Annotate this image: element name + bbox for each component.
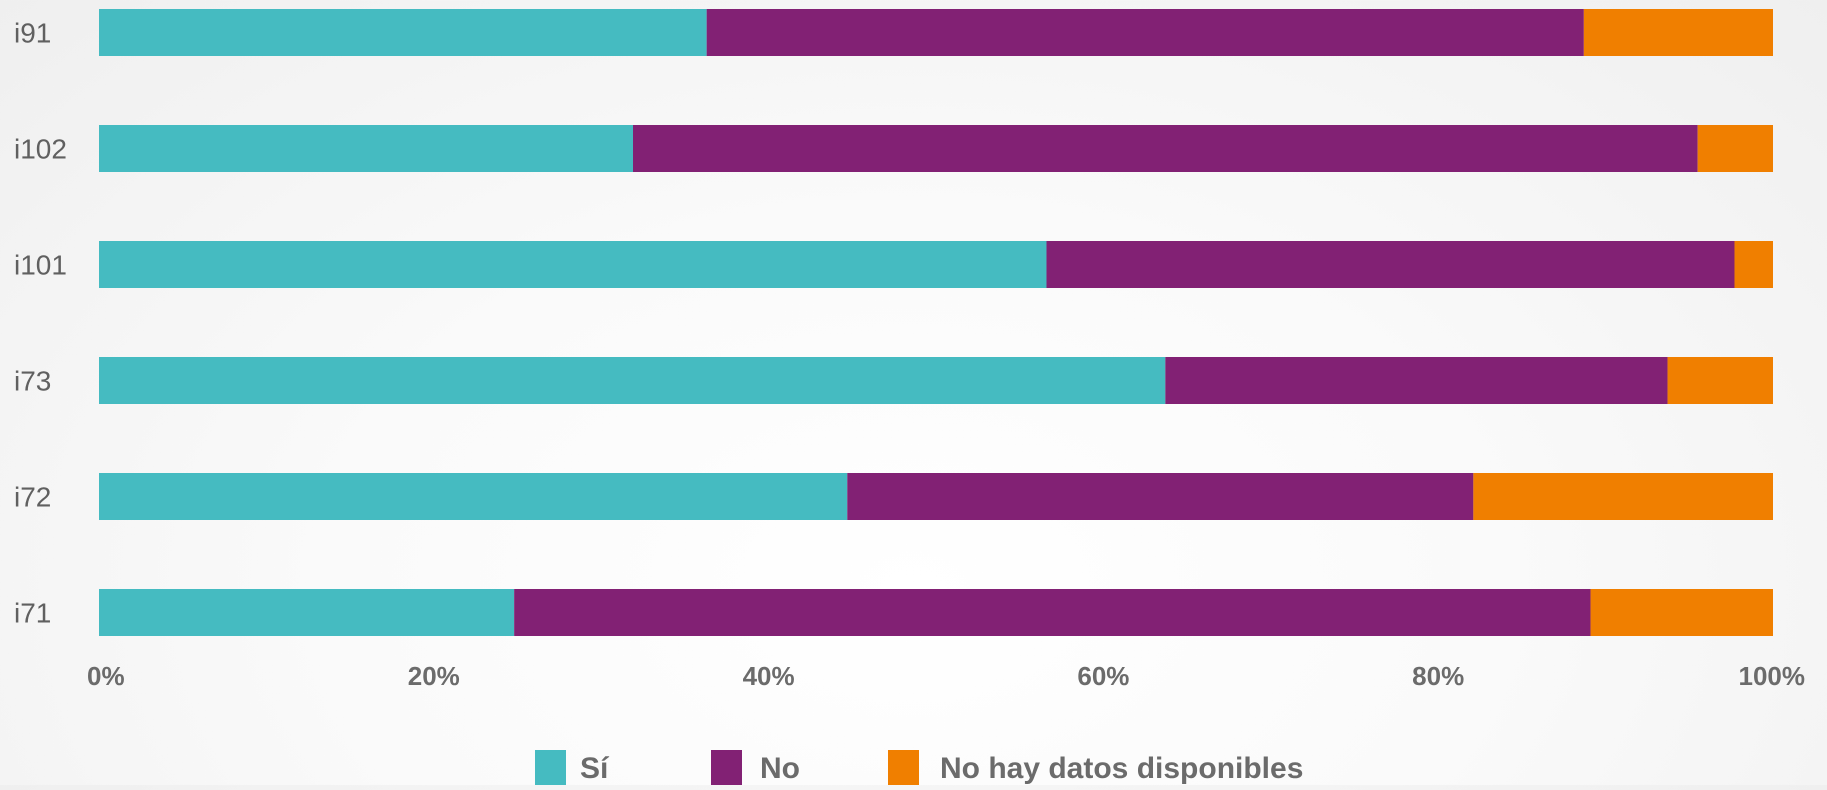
category-labels: i91 i102 i101 i73 i72 i71 — [14, 18, 67, 629]
bar-i91-series-0 — [99, 9, 707, 56]
bar-i102-series-0 — [99, 125, 634, 172]
bar-i73-series-1 — [1165, 357, 1668, 404]
bar-i71-series-0 — [99, 589, 515, 636]
bar-i91-series-2 — [1583, 9, 1773, 56]
legend: Sí No No hay datos disponibles — [535, 750, 1303, 790]
legend-label-0: Sí — [580, 752, 610, 785]
category-label-i71: i71 — [14, 598, 51, 629]
category-label-i91: i91 — [14, 18, 51, 49]
legend-label-2: No hay datos disponibles — [940, 752, 1303, 785]
bar-i72-series-0 — [99, 473, 848, 520]
x-tick-label: 20% — [408, 661, 460, 691]
bar-i72-series-1 — [847, 473, 1474, 520]
x-tick-label: 0% — [87, 661, 125, 691]
x-axis-ticks: 0% 20% 40% 60% 80% 100% — [87, 661, 1805, 691]
category-label-i101: i101 — [14, 250, 67, 281]
bars-layer — [99, 9, 1773, 636]
x-tick-label: 80% — [1412, 661, 1464, 691]
bar-i71-series-2 — [1590, 589, 1773, 636]
category-label-i73: i73 — [14, 366, 51, 397]
bar-i101-series-1 — [1046, 241, 1735, 288]
x-tick-label: 40% — [743, 661, 795, 691]
bar-i71-series-1 — [514, 589, 1591, 636]
bar-i73-series-2 — [1667, 357, 1773, 404]
bar-i101-series-2 — [1734, 241, 1773, 288]
bar-i91-series-1 — [706, 9, 1584, 56]
x-tick-label: 100% — [1739, 661, 1806, 691]
bar-i72-series-2 — [1473, 473, 1773, 520]
x-tick-label: 60% — [1077, 661, 1129, 691]
legend-swatch-2 — [888, 750, 919, 790]
bar-i101-series-0 — [99, 241, 1047, 288]
legend-swatch-0 — [535, 750, 566, 790]
bar-i102-series-2 — [1697, 125, 1773, 172]
bar-i73-series-0 — [99, 357, 1166, 404]
legend-label-1: No — [760, 752, 800, 785]
legend-swatch-1 — [711, 750, 742, 790]
bar-i102-series-1 — [633, 125, 1698, 172]
category-label-i72: i72 — [14, 482, 51, 513]
category-label-i102: i102 — [14, 134, 67, 165]
